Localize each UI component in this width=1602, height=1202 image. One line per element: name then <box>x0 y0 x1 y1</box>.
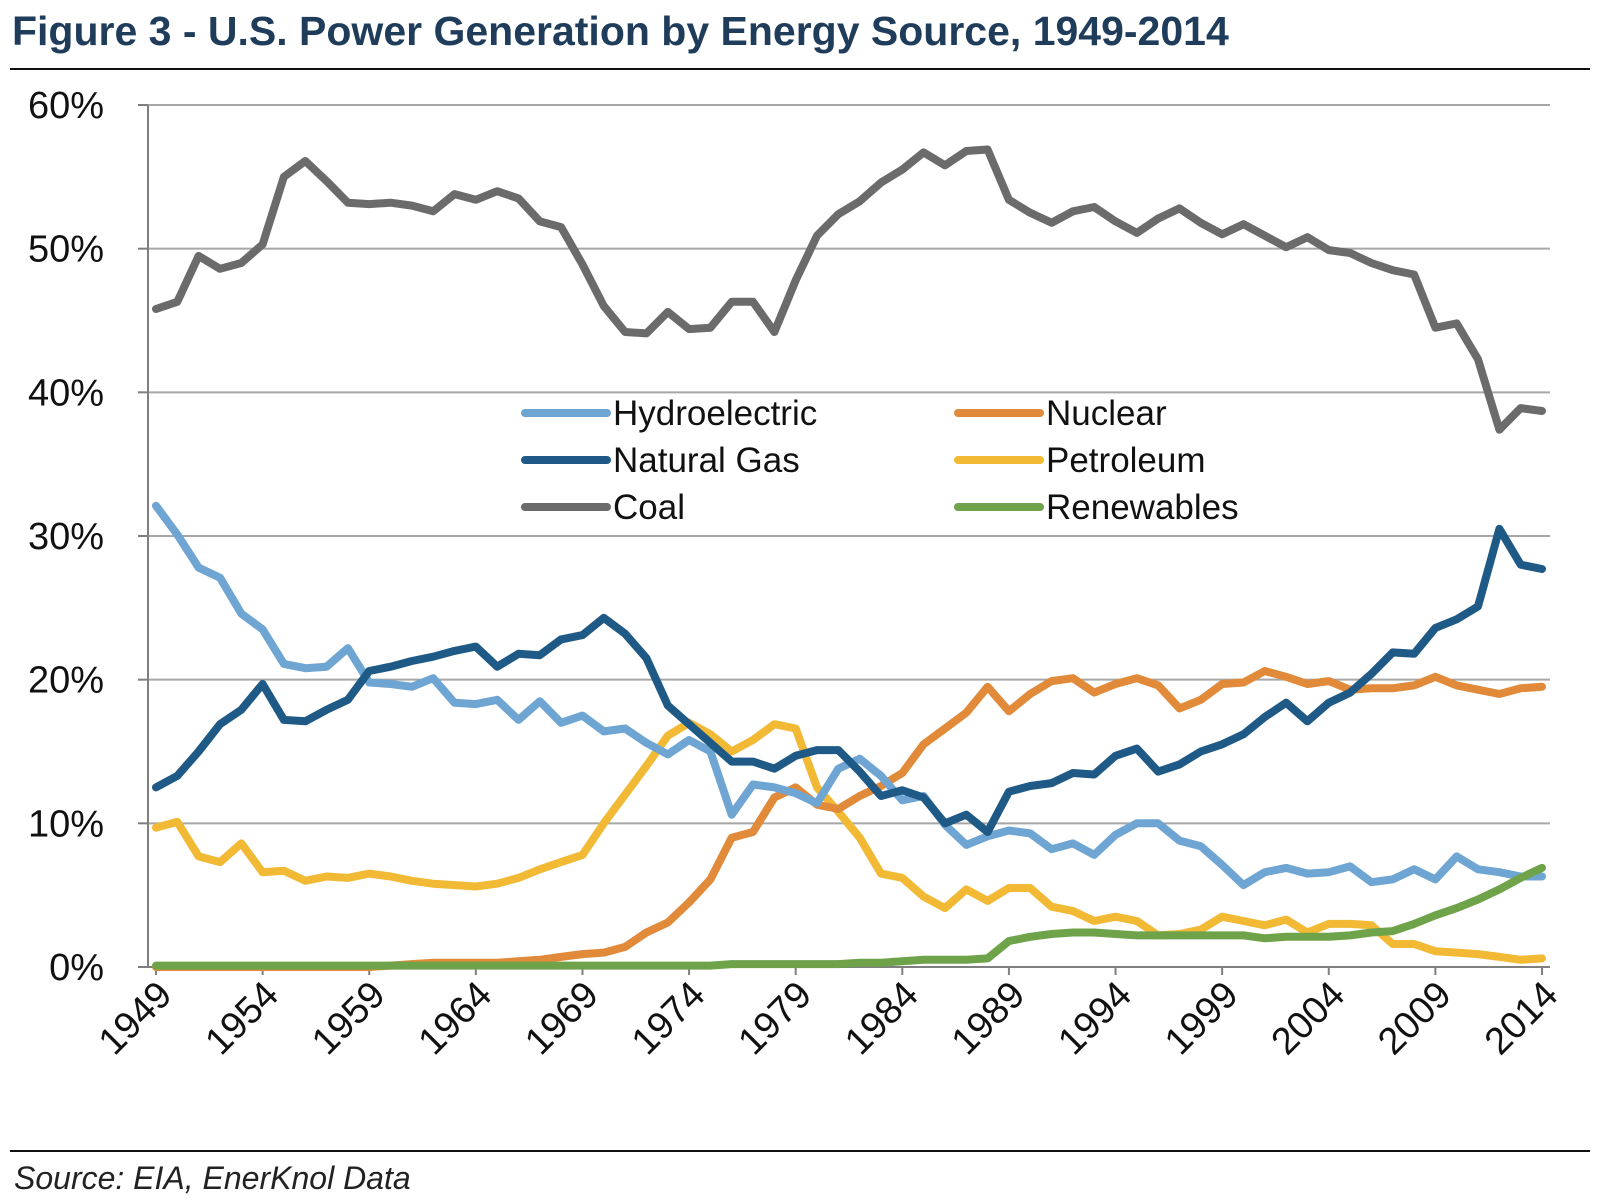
x-tick-label: 1999 <box>1157 974 1246 1063</box>
source-note: Source: EIA, EnerKnol Data <box>14 1160 411 1196</box>
x-tick-label: 2009 <box>1370 974 1459 1063</box>
y-tick-label: 40% <box>28 372 104 414</box>
x-tick-label: 1984 <box>837 974 926 1063</box>
x-tick-label: 1964 <box>411 974 500 1063</box>
legend-label-coal: Coal <box>613 488 685 527</box>
series-line-petroleum <box>152 718 1546 964</box>
y-tick-label: 10% <box>28 803 104 845</box>
legend-label-natural-gas: Natural Gas <box>613 441 800 480</box>
series-lines <box>152 145 1546 971</box>
y-tick-label: 50% <box>28 229 104 271</box>
footer-divider <box>10 1150 1590 1152</box>
series-line-renewables <box>152 863 1546 970</box>
x-tick-label: 1969 <box>517 974 606 1063</box>
x-tick-label: 1989 <box>944 974 1033 1063</box>
series-line-natural-gas <box>152 524 1546 836</box>
x-tick-label: 2014 <box>1477 974 1566 1063</box>
chart-title: Figure 3 - U.S. Power Generation by Ener… <box>12 8 1229 54</box>
y-tick-label: 60% <box>28 85 104 127</box>
y-tick-label: 30% <box>28 516 104 558</box>
x-tick-label: 2004 <box>1264 974 1353 1063</box>
legend-label-hydroelectric: Hydroelectric <box>613 394 817 433</box>
x-tick-label: 1949 <box>91 974 180 1063</box>
y-tick-label: 20% <box>28 660 104 702</box>
legend-label-renewables: Renewables <box>1046 488 1239 527</box>
legend: Hydroelectric Nuclear Natural Gas Petroleum… <box>521 394 1239 527</box>
title-divider <box>10 68 1590 70</box>
legend-label-nuclear: Nuclear <box>1046 394 1167 433</box>
y-axis-tick-labels: 0% 10% 20% 30% 40% 50% 60% <box>28 85 104 989</box>
legend-label-petroleum: Petroleum <box>1046 441 1206 480</box>
gridlines <box>148 104 1550 825</box>
x-tick-label: 1954 <box>197 974 286 1063</box>
series-line-coal <box>152 145 1546 434</box>
y-tick-label: 0% <box>49 947 104 989</box>
axes <box>138 104 1550 975</box>
x-tick-label: 1974 <box>624 974 713 1063</box>
x-axis-tick-labels: 1949 1954 1959 1964 1969 1974 1979 1984 1989 1994… <box>91 974 1566 1063</box>
line-chart: 0% 10% 20% 30% 40% 50% 60% 1949 1954 1959 1964 196… <box>28 85 1566 1063</box>
x-tick-label: 1979 <box>731 974 820 1063</box>
x-tick-label: 1959 <box>304 974 393 1063</box>
x-tick-label: 1994 <box>1050 974 1139 1063</box>
